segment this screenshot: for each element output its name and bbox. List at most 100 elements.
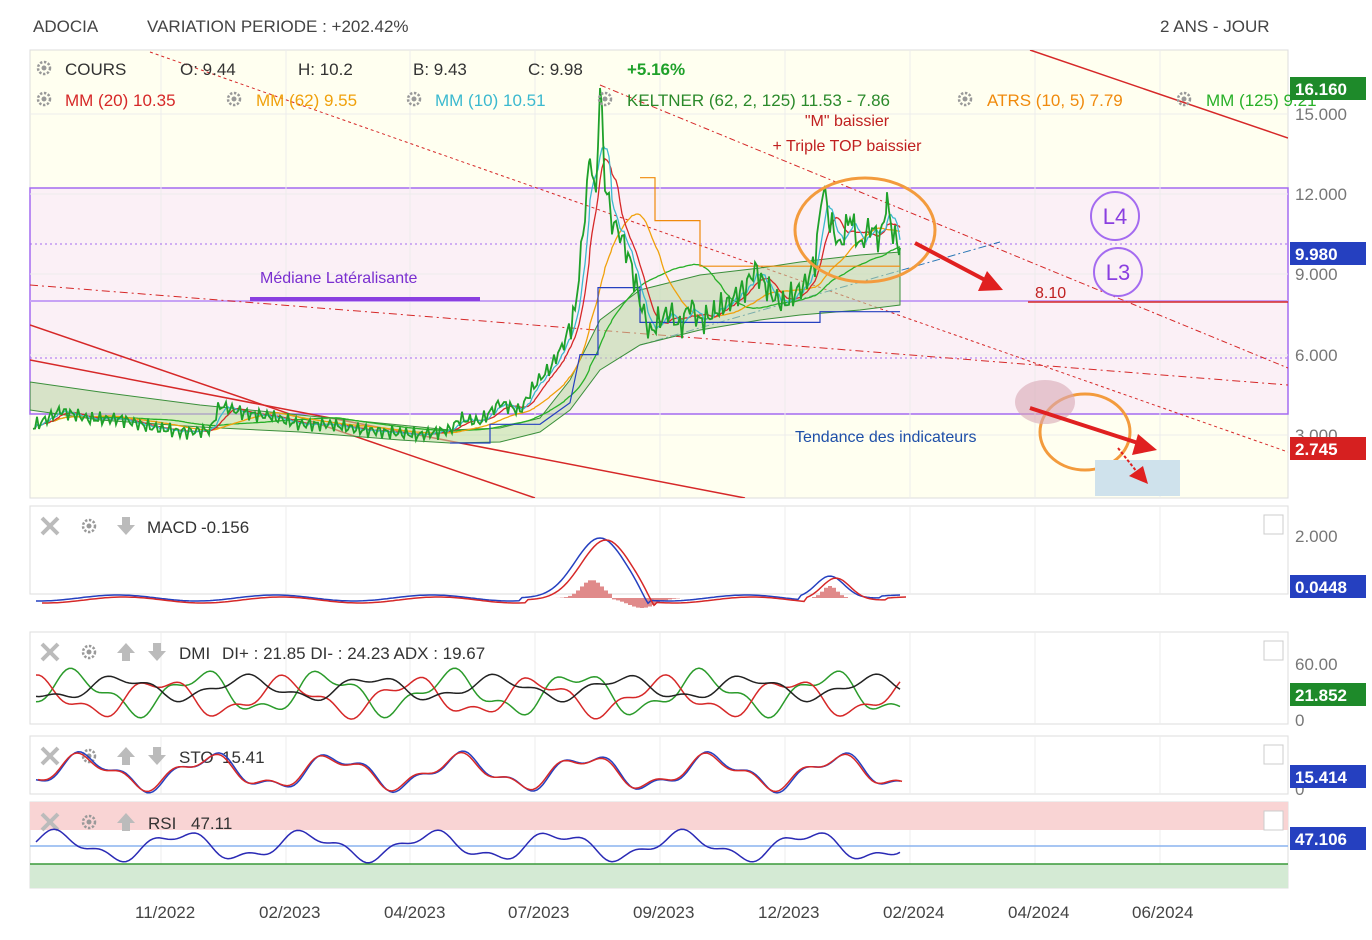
rsi-value: 47.11	[191, 814, 232, 833]
macd-histogram-bar	[620, 598, 624, 602]
legend-item: MM (62) 9.55	[256, 91, 357, 110]
price-badge: 47.106	[1290, 827, 1366, 850]
panel-checkbox[interactable]	[1263, 810, 1284, 831]
x-tick-label: 04/2023	[384, 903, 446, 922]
price-tick-label: 15.000	[1295, 105, 1347, 124]
arrow-down-icon[interactable]	[148, 747, 166, 765]
legend-item: COURS	[65, 60, 126, 79]
price-badge: 2.745	[1290, 437, 1366, 460]
arrow-down-icon[interactable]	[148, 643, 166, 661]
macd-histogram-bar	[596, 582, 600, 598]
gear-icon	[597, 91, 613, 107]
di-minus-line	[35, 674, 901, 720]
close-icon[interactable]	[40, 642, 60, 662]
arrow-up-icon[interactable]	[117, 813, 135, 831]
gear-icon	[81, 644, 97, 660]
trendline-solid-1	[30, 324, 536, 498]
ma10-line	[32, 145, 901, 437]
sto-value: 15.41	[222, 748, 265, 767]
macd-histogram-bar	[668, 598, 672, 600]
macd-line	[36, 537, 901, 605]
trendline-down-dotted-2	[599, 84, 1288, 369]
macd-histogram-bar	[624, 598, 628, 604]
macd-histogram-bar	[832, 587, 836, 598]
price-badge-text: 16.160	[1295, 80, 1347, 99]
price-badge-text: 0.0448	[1295, 578, 1347, 597]
panel-tick-label: 0	[1295, 780, 1304, 799]
macd-panel-bg	[29, 505, 1289, 595]
macd-histogram-bar	[584, 582, 588, 598]
macd-histogram-bar	[568, 595, 572, 598]
rsi-line	[35, 828, 901, 864]
macd-panel: MACD -0.156 2.000 0.0448	[29, 505, 1366, 608]
mediane-label: Médiane Latéralisante	[260, 270, 418, 287]
x-tick-label: 06/2024	[1132, 903, 1194, 922]
x-tick-label: 04/2024	[1008, 903, 1070, 922]
sto-panel: STO 15.41 015.414	[29, 735, 1366, 799]
macd-histogram-bar	[672, 598, 676, 599]
price-badge: 9.980	[1290, 242, 1366, 265]
price-badge: 16.160	[1290, 77, 1366, 100]
macd-histogram-bar	[664, 598, 668, 601]
x-tick-label: 09/2023	[633, 903, 695, 922]
macd-histogram-bar	[628, 598, 632, 605]
l4-label: L4	[1103, 204, 1127, 229]
macd-label: MACD	[147, 518, 197, 537]
macd-histogram-bar	[820, 591, 824, 598]
macd-histogram-bar	[836, 591, 840, 598]
ma125-line	[32, 246, 901, 432]
x-tick-label: 11/2022	[135, 903, 196, 922]
panel-tick-label: 0	[1295, 711, 1304, 730]
level-810-label: 8.10	[1035, 285, 1066, 302]
dmi-label: DMI	[179, 644, 210, 663]
arrow-down-icon[interactable]	[117, 517, 135, 535]
macd-histogram-bar	[660, 598, 664, 602]
legend-item: C: 9.98	[528, 60, 583, 79]
x-tick-label: 02/2024	[883, 903, 945, 922]
legend-item: MM (10) 10.51	[435, 91, 546, 110]
gear-icon	[226, 91, 242, 107]
period-label[interactable]: 2 ANS - JOUR	[1160, 17, 1270, 36]
close-icon[interactable]	[40, 516, 60, 536]
price-tick-label: 6.000	[1295, 346, 1338, 365]
panel-checkbox[interactable]	[1263, 514, 1284, 535]
legend-item: B: 9.43	[413, 60, 467, 79]
legend-item: O: 9.44	[180, 60, 236, 79]
indicator-ellipse	[1038, 392, 1132, 472]
macd-histogram-bar	[616, 598, 620, 601]
bearish-arrow-3	[1117, 447, 1138, 473]
arrow-up-icon[interactable]	[117, 747, 135, 765]
rsi-overbought-zone	[30, 802, 1288, 830]
adx-line	[35, 673, 901, 703]
price-badge-text: 47.106	[1295, 830, 1347, 849]
sto-panel-bg	[29, 735, 1289, 795]
price-tick-label: 12.000	[1295, 185, 1347, 204]
macd-histogram-bar	[572, 593, 576, 598]
variation-label: VARIATION PERIODE : +202.42%	[147, 17, 409, 36]
l3-circle	[1093, 247, 1143, 297]
bearish-arrow-1	[914, 241, 986, 282]
bearish-arrow-1-head	[978, 271, 1003, 291]
trendline-top-solid	[1029, 50, 1288, 139]
macd-value: -0.156	[201, 518, 249, 537]
macd-signal-line	[42, 539, 907, 607]
bearish-arrow-2	[1029, 406, 1139, 445]
macd-histogram-bar	[652, 598, 656, 605]
rsi-panel: RSI 47.11 47.106	[29, 801, 1366, 889]
panel-checkbox[interactable]	[1263, 744, 1284, 765]
close-icon[interactable]	[40, 812, 60, 832]
close-icon[interactable]	[40, 746, 60, 766]
macd-histogram-bar	[600, 586, 604, 598]
price-badge: 15.414	[1290, 765, 1366, 788]
panel-checkbox[interactable]	[1263, 640, 1284, 661]
sto-label: STO	[179, 748, 214, 767]
tendance-label: Tendance des indicateurs	[795, 429, 976, 446]
price-badge-text: 2.745	[1295, 440, 1338, 459]
arrow-up-icon[interactable]	[117, 643, 135, 661]
chart-header: ADOCIA VARIATION PERIODE : +202.42% 2 AN…	[0, 0, 1372, 50]
legend-item: MM (20) 10.35	[65, 91, 176, 110]
macd-histogram-bar	[612, 598, 616, 600]
symbol-label: ADOCIA	[33, 17, 99, 36]
gear-icon	[36, 60, 52, 76]
keltner-band	[30, 251, 901, 444]
